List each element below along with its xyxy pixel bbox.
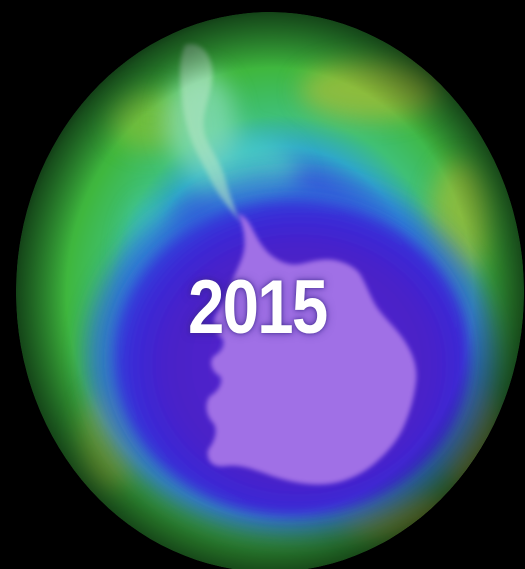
globe (16, 12, 524, 569)
year-label: 2015 (188, 265, 328, 350)
